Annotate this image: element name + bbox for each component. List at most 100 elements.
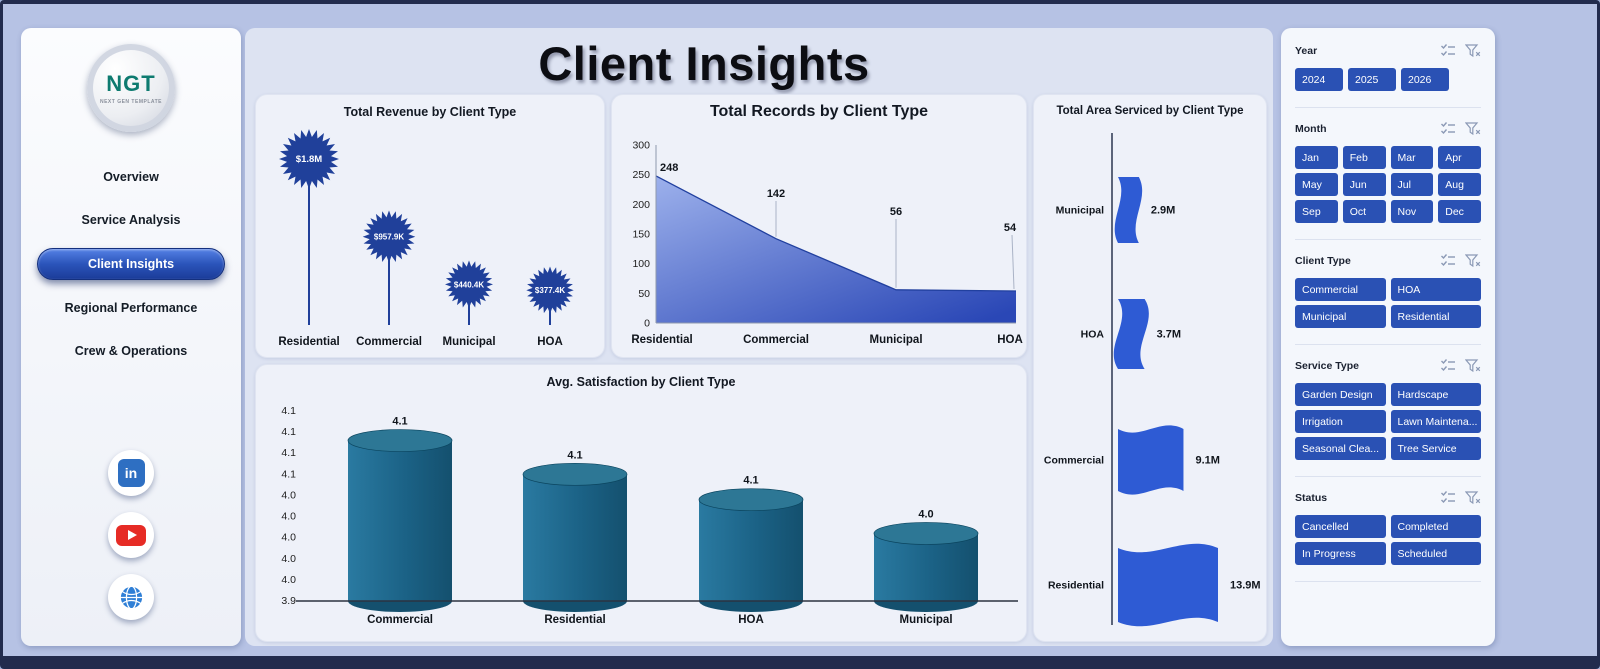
- svg-text:HOA: HOA: [537, 336, 563, 348]
- satisfaction-card: Avg. Satisfaction by Client Type 4.1 4.1 4…: [255, 364, 1027, 642]
- filter-option-jan[interactable]: Jan: [1295, 146, 1338, 169]
- svg-text:4.0: 4.0: [918, 508, 933, 520]
- area-serviced-card: Total Area Serviced by Client Type Munic…: [1033, 94, 1267, 642]
- revenue-card: Total Revenue by Client Type $1.8M Reside…: [255, 94, 605, 358]
- filter-option-completed[interactable]: Completed: [1390, 515, 1481, 538]
- svg-text:4.0: 4.0: [281, 532, 296, 544]
- filter-option-seasonal-clea[interactable]: Seasonal Clea...: [1295, 437, 1386, 460]
- filter-section-service-type: Service Type Garden Design Hardscape Irrig…: [1295, 345, 1481, 477]
- filter-panel: Year 2024 2025 2026 Month Jan Feb Mar Apr May Ju…: [1281, 28, 1495, 646]
- revenue-card-title: Total Revenue by Client Type: [343, 105, 517, 119]
- logo-text: NGT: [106, 71, 156, 96]
- filter-option-nov[interactable]: Nov: [1390, 200, 1434, 223]
- filter-section-status: Status Cancelled Completed In Progress Sche…: [1295, 477, 1481, 582]
- svg-text:Residential: Residential: [544, 614, 605, 626]
- svg-text:Municipal: Municipal: [1056, 205, 1105, 217]
- filter-option-tree-service[interactable]: Tree Service: [1390, 437, 1481, 460]
- svg-text:Municipal: Municipal: [869, 334, 922, 346]
- filter-option-scheduled[interactable]: Scheduled: [1390, 542, 1481, 565]
- filter-option-cancelled[interactable]: Cancelled: [1295, 515, 1386, 538]
- select-all-icon[interactable]: [1440, 358, 1456, 374]
- filter-option-garden-design[interactable]: Garden Design: [1295, 383, 1386, 406]
- svg-text:50: 50: [638, 288, 650, 300]
- svg-text:56: 56: [890, 206, 902, 218]
- filter-option-2025[interactable]: 2025: [1348, 68, 1396, 91]
- filter-option-dec[interactable]: Dec: [1438, 200, 1481, 223]
- ngt-logo: NGT NEXT GEN TEMPLATE: [87, 44, 175, 132]
- filter-option-jun[interactable]: Jun: [1342, 173, 1386, 196]
- svg-text:200: 200: [632, 199, 650, 211]
- satisfaction-card-title: Avg. Satisfaction by Client Type: [546, 375, 736, 389]
- social-list: in: [21, 450, 241, 620]
- svg-text:250: 250: [632, 169, 650, 181]
- clear-filter-icon[interactable]: [1465, 121, 1481, 137]
- filter-section-client-type: Client Type Commercial HOA Municipal Reside…: [1295, 240, 1481, 345]
- area-serviced-card-title: Total Area Serviced by Client Type: [1056, 105, 1244, 117]
- svg-text:4.1: 4.1: [392, 416, 407, 428]
- svg-text:Residential: Residential: [1048, 580, 1104, 592]
- youtube-icon[interactable]: [108, 512, 154, 558]
- filter-label-year: Year: [1295, 45, 1318, 57]
- svg-text:3.9: 3.9: [281, 595, 296, 607]
- filter-option-aug[interactable]: Aug: [1438, 173, 1481, 196]
- sidebar-item-crew-operations[interactable]: Crew & Operations: [74, 344, 188, 358]
- filter-option-mar[interactable]: Mar: [1390, 146, 1434, 169]
- filter-option-jul[interactable]: Jul: [1390, 173, 1434, 196]
- sidebar-item-overview[interactable]: Overview: [103, 170, 159, 184]
- filter-section-year: Year 2024 2025 2026: [1295, 30, 1481, 108]
- filter-option-2026[interactable]: 2026: [1401, 68, 1449, 91]
- sidebar-item-regional-performance[interactable]: Regional Performance: [64, 301, 198, 315]
- linkedin-icon[interactable]: in: [108, 450, 154, 496]
- filter-option-sep[interactable]: Sep: [1295, 200, 1338, 223]
- filter-option-feb[interactable]: Feb: [1342, 146, 1386, 169]
- filter-label-client-type: Client Type: [1295, 255, 1351, 267]
- filter-option-oct[interactable]: Oct: [1342, 200, 1386, 223]
- svg-text:2.9M: 2.9M: [1151, 205, 1175, 217]
- svg-text:54: 54: [1004, 222, 1017, 234]
- svg-text:4.1: 4.1: [567, 449, 582, 461]
- svg-text:13.9M: 13.9M: [1230, 580, 1261, 592]
- sidebar-nav: Overview Service Analysis Client Insights R…: [21, 162, 241, 366]
- svg-text:Commercial: Commercial: [356, 336, 422, 348]
- filter-option-may[interactable]: May: [1295, 173, 1338, 196]
- svg-text:Commercial: Commercial: [743, 334, 809, 346]
- clear-filter-icon[interactable]: [1465, 490, 1481, 506]
- clear-filter-icon[interactable]: [1465, 43, 1481, 59]
- svg-text:142: 142: [767, 188, 785, 200]
- filter-option-municipal[interactable]: Municipal: [1295, 305, 1386, 328]
- clear-filter-icon[interactable]: [1465, 358, 1481, 374]
- svg-text:4.1: 4.1: [281, 426, 296, 438]
- svg-text:$957.9K: $957.9K: [374, 233, 404, 242]
- filter-option-residential[interactable]: Residential: [1390, 305, 1481, 328]
- sidebar-item-service-analysis[interactable]: Service Analysis: [81, 213, 181, 227]
- filter-option-2024[interactable]: 2024: [1295, 68, 1343, 91]
- svg-text:100: 100: [632, 258, 650, 270]
- svg-text:0: 0: [644, 318, 650, 330]
- filter-option-hardscape[interactable]: Hardscape: [1390, 383, 1481, 406]
- svg-text:4.0: 4.0: [281, 553, 296, 565]
- filter-option-in-progress[interactable]: In Progress: [1295, 542, 1386, 565]
- filter-option-apr[interactable]: Apr: [1438, 146, 1481, 169]
- select-all-icon[interactable]: [1440, 253, 1456, 269]
- select-all-icon[interactable]: [1440, 43, 1456, 59]
- clear-filter-icon[interactable]: [1465, 253, 1481, 269]
- records-card: Total Records by Client Type 0 50 100 150 20…: [611, 94, 1027, 358]
- filter-label-service-type: Service Type: [1295, 360, 1360, 372]
- page-title: Client Insights: [538, 37, 870, 90]
- select-all-icon[interactable]: [1440, 490, 1456, 506]
- svg-text:4.0: 4.0: [281, 511, 296, 523]
- website-icon[interactable]: [108, 574, 154, 620]
- filter-option-irrigation[interactable]: Irrigation: [1295, 410, 1386, 433]
- revenue-chart: $1.8M Residential $957.9K Commercial $440.4K…: [256, 125, 604, 358]
- sidebar-item-client-insights[interactable]: Client Insights: [37, 248, 225, 280]
- filter-option-lawn-maintena[interactable]: Lawn Maintena...: [1390, 410, 1481, 433]
- main-canvas: Client Insights Total Revenue by Client …: [245, 28, 1273, 646]
- svg-text:248: 248: [660, 162, 678, 174]
- select-all-icon[interactable]: [1440, 121, 1456, 137]
- filter-option-hoa[interactable]: HOA: [1390, 278, 1481, 301]
- filter-option-commercial[interactable]: Commercial: [1295, 278, 1386, 301]
- svg-text:Commercial: Commercial: [1044, 455, 1104, 467]
- svg-text:4.1: 4.1: [281, 468, 296, 480]
- svg-text:Commercial: Commercial: [367, 614, 433, 626]
